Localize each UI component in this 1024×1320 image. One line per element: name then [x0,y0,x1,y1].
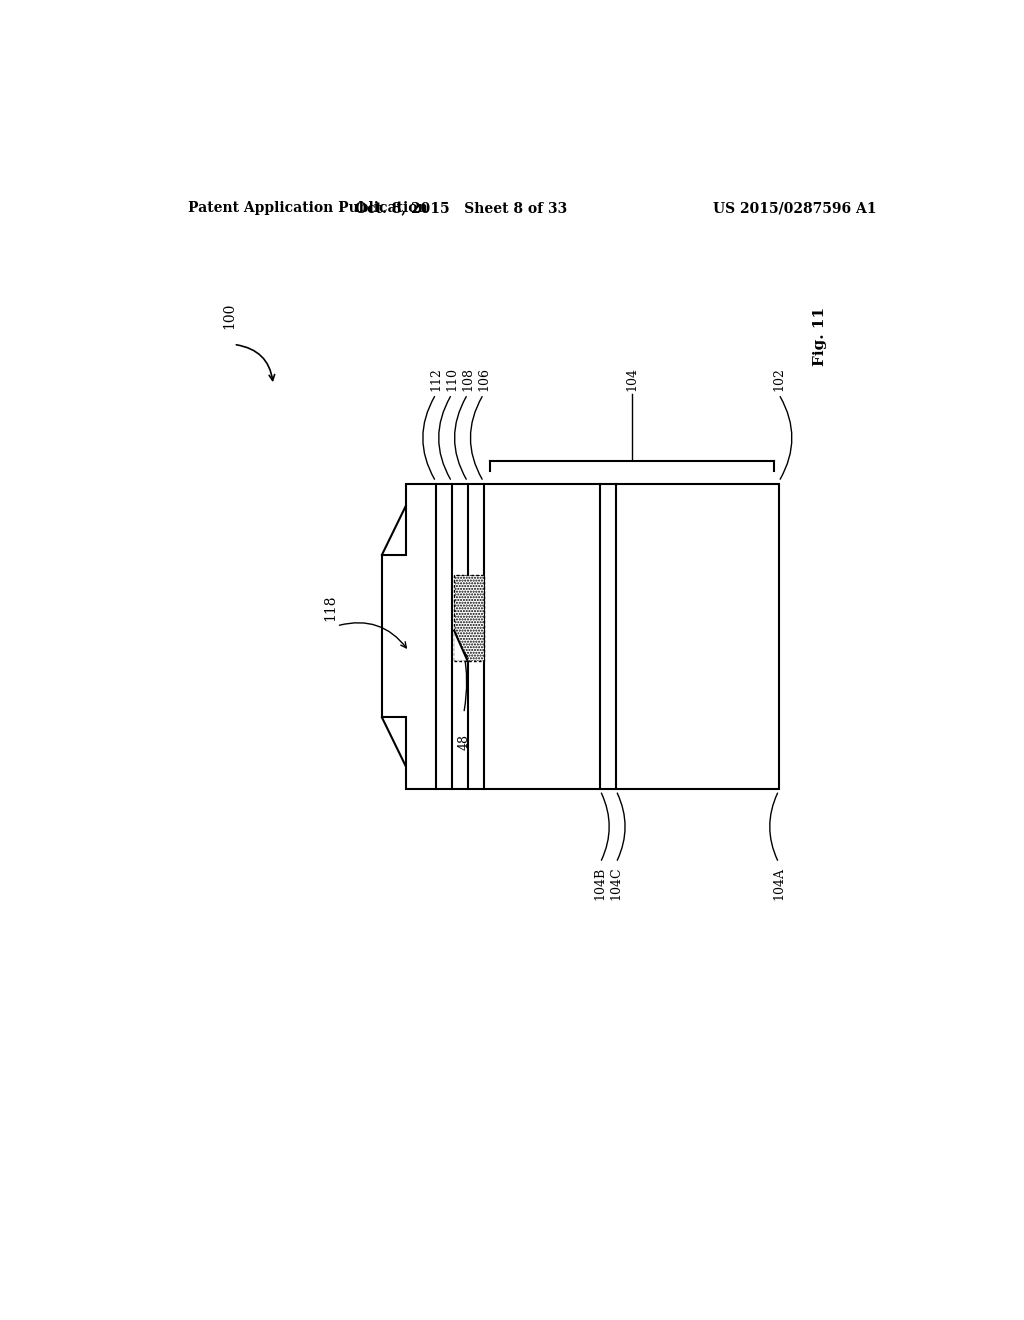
Bar [455,576,483,660]
Text: 104A: 104A [772,867,785,900]
Text: US 2015/0287596 A1: US 2015/0287596 A1 [713,201,877,215]
Bar [455,576,483,660]
Text: 112: 112 [429,367,442,391]
Text: 102: 102 [772,367,785,391]
Text: Patent Application Publication: Patent Application Publication [187,201,427,215]
Bar [455,576,483,660]
Text: 48: 48 [457,734,470,750]
Text: 110: 110 [445,367,459,391]
Text: Oct. 8, 2015   Sheet 8 of 33: Oct. 8, 2015 Sheet 8 of 33 [355,201,567,215]
Text: 108: 108 [461,367,474,391]
Text: 104: 104 [626,367,638,391]
Polygon shape [455,631,467,660]
Text: 100: 100 [222,302,237,329]
Text: 104B: 104B [594,867,606,900]
Text: Fig. 11: Fig. 11 [813,306,827,366]
Text: 104C: 104C [609,867,623,900]
Text: 106: 106 [477,367,490,391]
Text: 118: 118 [324,594,337,620]
